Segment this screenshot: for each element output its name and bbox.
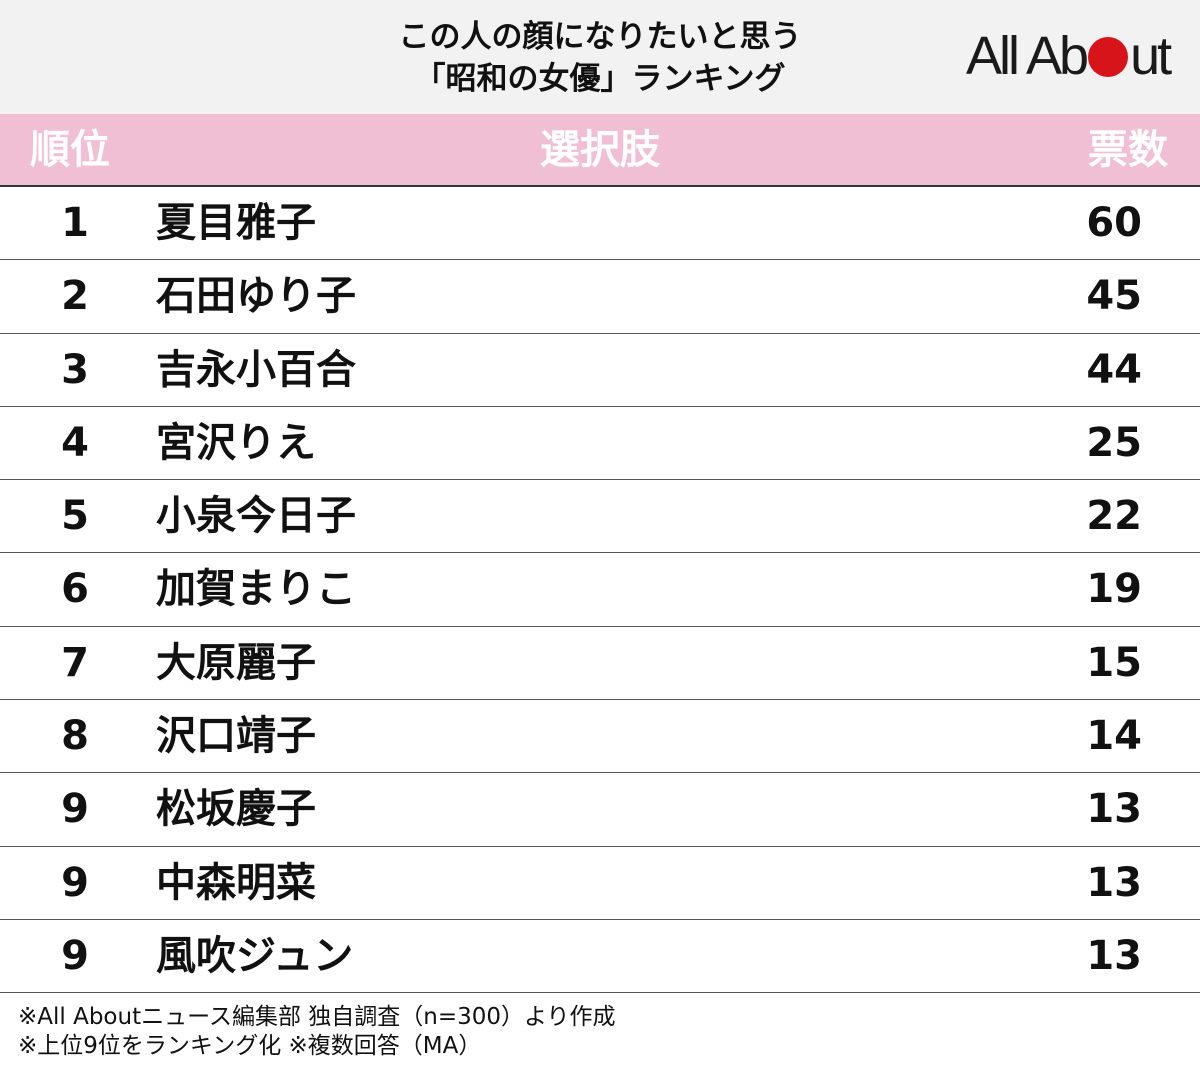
table-row: 9 中森明菜 13 <box>0 847 1200 920</box>
rank-cell: 8 <box>61 713 89 760</box>
votes-cell: 45 <box>1086 273 1142 320</box>
rank-cell: 4 <box>61 419 89 466</box>
table-row: 9 松坂慶子 13 <box>0 773 1200 847</box>
ranking-table: 1 夏目雅子 60 2 石田ゆり子 45 3 吉永小百合 44 4 宮沢りえ 25 5 小泉今日子 22 6 加… <box>0 187 1200 994</box>
footnotes: ※All Aboutニュース編集部 独自調査（n=300）より作成 ※上位9位を… <box>18 1003 616 1061</box>
column-header-rank: 順位 <box>30 127 110 173</box>
table-row: 7 大原麗子 15 <box>0 627 1200 701</box>
title-line-1: この人の顔になりたいと思う <box>398 19 802 55</box>
rank-cell: 7 <box>61 639 89 686</box>
votes-cell: 22 <box>1086 493 1142 540</box>
table-row: 3 吉永小百合 44 <box>0 334 1200 407</box>
name-cell: 中森明菜 <box>156 859 316 906</box>
logo-text-right: ut <box>1130 26 1172 86</box>
votes-cell: 19 <box>1086 566 1142 613</box>
column-header-votes: 票数 <box>1088 127 1168 173</box>
table-row: 4 宮沢りえ 25 <box>0 407 1200 481</box>
title-line-2: 「昭和の女優」ランキング <box>414 61 786 97</box>
name-cell: 加賀まりこ <box>156 566 356 613</box>
rank-cell: 9 <box>61 786 89 833</box>
votes-cell: 15 <box>1086 639 1142 686</box>
name-cell: 大原麗子 <box>156 639 316 686</box>
page-title: この人の顔になりたいと思う 「昭和の女優」ランキング <box>300 16 900 100</box>
rank-cell: 2 <box>61 273 89 320</box>
all-about-logo: All Ab ut <box>966 26 1188 86</box>
name-cell: 夏目雅子 <box>156 200 316 246</box>
votes-cell: 25 <box>1086 419 1142 466</box>
footnote-1: ※All Aboutニュース編集部 独自調査（n=300）より作成 <box>18 1004 616 1030</box>
rank-cell: 5 <box>61 493 89 540</box>
header: この人の顔になりたいと思う 「昭和の女優」ランキング All Ab ut <box>0 0 1200 114</box>
votes-cell: 44 <box>1086 346 1142 393</box>
logo-text-left: All Ab <box>966 26 1089 86</box>
rank-cell: 6 <box>61 566 89 613</box>
column-header-row: 順位 選択肢 票数 <box>0 114 1200 187</box>
votes-cell: 60 <box>1086 200 1142 246</box>
name-cell: 沢口靖子 <box>156 713 316 760</box>
name-cell: 松坂慶子 <box>156 786 316 833</box>
name-cell: 風吹ジュン <box>156 932 354 979</box>
votes-cell: 14 <box>1086 713 1142 760</box>
rank-cell: 3 <box>61 346 89 393</box>
footnote-2: ※上位9位をランキング化 ※複数回答（MA） <box>18 1033 482 1059</box>
rank-cell: 1 <box>61 200 89 246</box>
column-header-name: 選択肢 <box>540 127 660 173</box>
table-row: 6 加賀まりこ 19 <box>0 553 1200 627</box>
votes-cell: 13 <box>1086 932 1142 979</box>
name-cell: 小泉今日子 <box>156 493 356 540</box>
name-cell: 宮沢りえ <box>156 419 316 466</box>
votes-cell: 13 <box>1086 786 1142 833</box>
table-row: 8 沢口靖子 14 <box>0 700 1200 774</box>
name-cell: 吉永小百合 <box>156 346 356 393</box>
logo-red-circle-icon <box>1088 37 1129 77</box>
table-row: 5 小泉今日子 22 <box>0 480 1200 554</box>
table-row: 1 夏目雅子 60 <box>0 187 1200 261</box>
name-cell: 石田ゆり子 <box>156 273 356 320</box>
votes-cell: 13 <box>1086 859 1142 906</box>
table-row: 9 風吹ジュン 13 <box>0 920 1200 994</box>
rank-cell: 9 <box>61 932 89 979</box>
table-row: 2 石田ゆり子 45 <box>0 260 1200 334</box>
rank-cell: 9 <box>61 859 89 906</box>
